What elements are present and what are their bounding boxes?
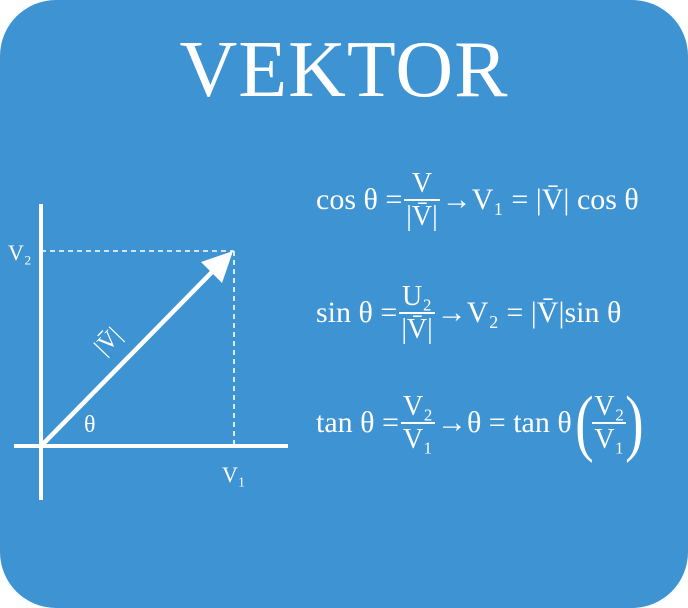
tan-paren-fraction: V₂ V₁ <box>592 390 627 455</box>
tan-arrow: → <box>436 406 467 439</box>
tan-fraction-bar <box>400 422 435 424</box>
tan-rhs: θ = tan θ <box>466 406 572 439</box>
tan-fraction: V₂ V₁ <box>400 390 435 455</box>
sin-fraction-denominator: |V̄| <box>401 314 433 345</box>
sin-rhs: V₂ = |V̄|sin θ <box>466 296 622 329</box>
tan-paren-bar <box>592 422 627 424</box>
cos-arrow: → <box>441 183 472 216</box>
cos-fraction-bar <box>404 199 440 201</box>
v1-axis-label: V₁ <box>222 462 246 487</box>
vector-arrow <box>41 268 216 446</box>
sin-arrow: → <box>436 296 467 329</box>
cos-equation: cos θ = V |V̄| → V₁ = |V̄| cos θ <box>316 155 639 245</box>
page-title: VEKTOR <box>179 26 509 114</box>
vector-magnitude-label: |V̄| <box>90 323 127 360</box>
tan-paren-numerator: V₂ <box>594 390 625 422</box>
tan-close-paren: ) <box>625 382 644 464</box>
cos-rhs: V₁ = |V̄| cos θ <box>471 183 639 216</box>
sin-equation: sin θ = U₂ |V̄| → V₂ = |V̄|sin θ <box>316 268 621 358</box>
tan-paren-denominator: V₁ <box>594 424 625 455</box>
cos-fraction-denominator: |V̄| <box>406 201 438 232</box>
cos-fraction: V |V̄| <box>404 167 440 232</box>
vector-arrowhead <box>201 251 233 283</box>
sin-fraction: U₂ |V̄| <box>399 280 435 345</box>
tan-fraction-denominator: V₁ <box>402 424 433 455</box>
v2-axis-label: V₂ <box>8 240 32 265</box>
sin-lhs: sin θ = <box>316 296 398 329</box>
tan-open-paren: ( <box>574 382 594 464</box>
cos-fraction-numerator: V <box>411 167 433 199</box>
sin-fraction-bar <box>399 312 435 314</box>
cos-lhs: cos θ = <box>316 183 403 216</box>
tan-equation: tan θ = V₂ V₁ → θ = tan θ ( V₂ V₁ ) <box>316 378 647 468</box>
angle-label: θ <box>84 412 96 438</box>
sin-fraction-numerator: U₂ <box>402 280 433 312</box>
tan-fraction-numerator: V₂ <box>402 390 433 422</box>
tan-lhs: tan θ = <box>316 406 399 439</box>
